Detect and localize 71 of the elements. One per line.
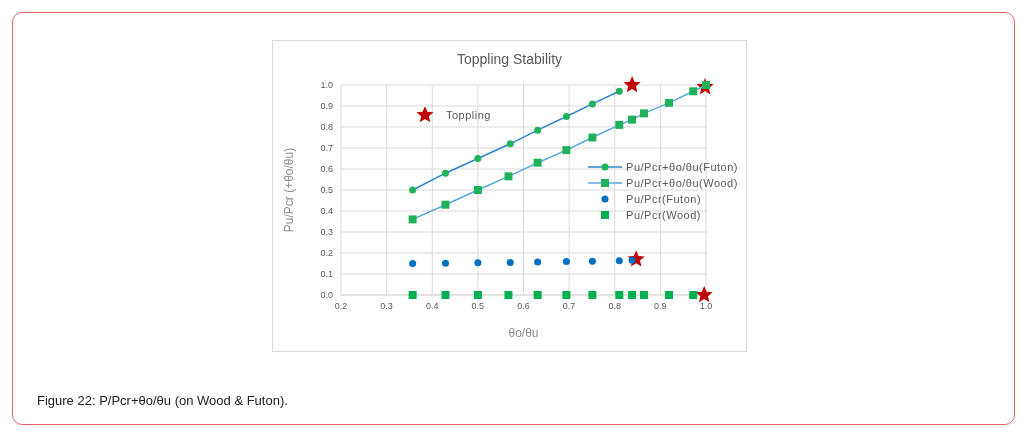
x-tick-label: 0.9 bbox=[654, 301, 667, 312]
y-tick-label: 0.3 bbox=[320, 227, 333, 238]
point bbox=[588, 291, 597, 299]
point bbox=[506, 258, 514, 266]
point bbox=[588, 133, 597, 142]
legend-label: Pu/Pcr+θo/θu(Wood) bbox=[626, 177, 738, 189]
chart-title: Toppling Stability bbox=[455, 51, 564, 67]
x-tick-label: 0.4 bbox=[425, 301, 439, 312]
x-tick-label: 0.8 bbox=[608, 301, 622, 312]
legend-label: Pu/Pcr(Wood) bbox=[626, 209, 701, 221]
y-tick-label: 0.4 bbox=[320, 206, 333, 217]
point bbox=[689, 87, 698, 96]
point bbox=[408, 215, 417, 224]
point bbox=[441, 291, 450, 299]
point bbox=[615, 120, 624, 129]
y-tick-label: 0.2 bbox=[320, 248, 333, 259]
point bbox=[689, 291, 698, 299]
point bbox=[695, 286, 713, 303]
point bbox=[409, 260, 417, 267]
point bbox=[562, 291, 571, 299]
y-tick-label: 1.0 bbox=[320, 80, 333, 91]
point bbox=[534, 258, 542, 266]
x-tick-label: 1.0 bbox=[699, 301, 713, 312]
point bbox=[408, 291, 417, 299]
point bbox=[562, 146, 571, 155]
legend-label: Pu/Pcr+θo/θu(Futon) bbox=[626, 161, 738, 173]
legend-label: Toppling bbox=[446, 109, 491, 121]
y-tick-label: 0.5 bbox=[320, 185, 333, 196]
point bbox=[588, 100, 596, 108]
point bbox=[474, 259, 482, 267]
point bbox=[665, 291, 674, 299]
x-tick-label: 0.2 bbox=[334, 301, 348, 312]
x-tick-label: 0.6 bbox=[517, 301, 530, 312]
y-axis-title: Pu/Pcr (+θo/θu) bbox=[282, 147, 297, 233]
y-tick-label: 0.6 bbox=[320, 164, 333, 175]
point bbox=[441, 200, 450, 209]
point bbox=[639, 291, 648, 299]
point bbox=[506, 140, 514, 148]
point bbox=[474, 155, 482, 162]
y-tick-label: 0.0 bbox=[320, 290, 333, 301]
x-tick-label: 0.5 bbox=[471, 301, 485, 312]
point bbox=[473, 291, 482, 299]
point bbox=[615, 291, 624, 299]
point bbox=[473, 186, 482, 194]
caption: Figure 22: P/Pcr+θo/θu (on Wood & Futon). bbox=[37, 393, 288, 408]
x-tick-label: 0.7 bbox=[562, 301, 576, 312]
point bbox=[533, 291, 542, 299]
point bbox=[562, 258, 570, 266]
point bbox=[504, 291, 513, 299]
point bbox=[409, 186, 417, 194]
point bbox=[534, 126, 542, 134]
point bbox=[562, 113, 570, 120]
point bbox=[628, 291, 637, 299]
point bbox=[441, 259, 449, 267]
point bbox=[533, 158, 542, 167]
point bbox=[639, 109, 648, 118]
legend-label: Pu/Pcr(Futon) bbox=[626, 193, 702, 205]
y-tick-label: 0.1 bbox=[320, 269, 333, 280]
point bbox=[615, 257, 623, 265]
point bbox=[665, 98, 674, 107]
point bbox=[441, 169, 449, 177]
x-axis-title: θo/θu bbox=[508, 326, 539, 340]
point bbox=[628, 115, 637, 124]
y-tick-label: 0.9 bbox=[320, 101, 333, 112]
point bbox=[615, 87, 623, 95]
x-tick-label: 0.3 bbox=[380, 301, 393, 312]
point bbox=[623, 76, 641, 93]
y-tick-label: 0.8 bbox=[320, 122, 333, 133]
point bbox=[588, 257, 596, 265]
point bbox=[504, 172, 513, 181]
y-tick-label: 0.7 bbox=[320, 143, 333, 154]
